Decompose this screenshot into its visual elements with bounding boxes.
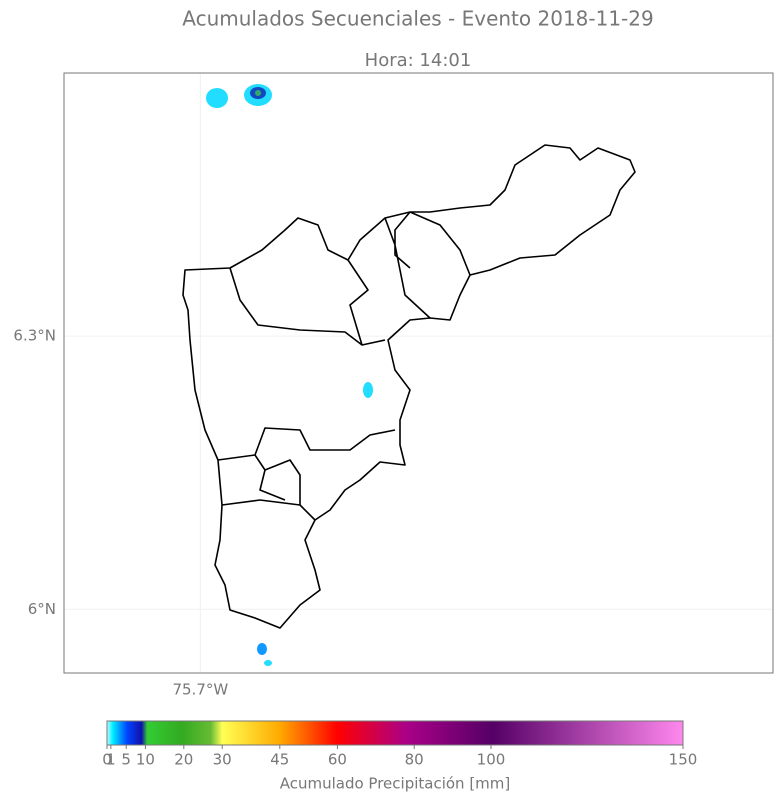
boundaries [182,144,636,629]
y-tick-label: 6.3°N [13,327,56,345]
map-frame [63,72,774,674]
colorbar-tick-label: 150 [669,751,698,769]
colorbar-tick-label: 100 [477,751,506,769]
subtitle: Hora: 14:01 [365,50,472,71]
colorbar-tick-label: 30 [213,751,232,769]
colorbar-tick-label: 45 [270,751,289,769]
colorbar-tick-label: 60 [328,751,347,769]
y-tick-label: 6°N [28,600,56,618]
colorbar-tick-label: 80 [405,751,424,769]
colorbar-tick-label: 1 [106,751,116,769]
colorbar-tick-label: 10 [136,751,155,769]
colorbar-tick-label: 20 [174,751,193,769]
precip-cells [206,84,373,666]
x-tick-label: 75.7°W [172,681,228,699]
colorbar-tick-label: 5 [121,751,131,769]
colorbar-label: Acumulado Precipitación [mm] [280,775,511,793]
title: Acumulados Secuenciales - Evento 2018-11… [182,7,653,31]
colorbar-tick-label: 0 [102,751,112,769]
colorbar [106,720,684,746]
